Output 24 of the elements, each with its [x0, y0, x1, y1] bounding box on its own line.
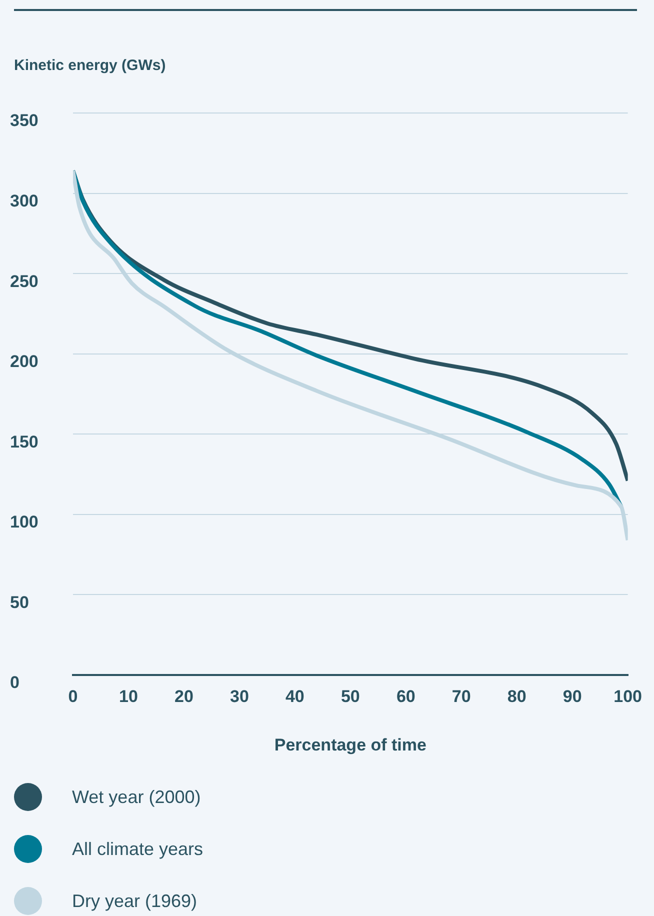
y-tick-label: 100	[10, 512, 38, 532]
y-tick-label: 350	[10, 111, 38, 130]
x-tick-label: 50	[340, 686, 360, 706]
y-axis-title: Kinetic energy (GWs)	[14, 57, 166, 74]
x-tick-label: 100	[614, 686, 642, 706]
x-tick-label: 60	[396, 686, 416, 706]
x-tick-label: 80	[507, 686, 526, 706]
legend-label: Dry year (1969)	[72, 890, 198, 912]
x-tick-label: 0	[68, 686, 78, 706]
y-tick-label: 0	[10, 673, 20, 692]
y-tick-label: 200	[10, 352, 38, 372]
y-tick-label: 150	[10, 432, 38, 452]
y-tick-label: 250	[10, 272, 38, 291]
x-tick-label: 40	[285, 686, 304, 706]
legend-label: All climate years	[72, 838, 204, 860]
y-tick-label: 50	[10, 592, 29, 612]
legend-label: Wet year (2000)	[72, 786, 201, 808]
x-tick-label: 70	[452, 686, 471, 706]
x-tick-label: 20	[174, 686, 194, 706]
x-tick-label: 30	[230, 686, 249, 706]
y-tick-label: 300	[10, 191, 38, 210]
x-tick-label: 10	[119, 686, 138, 706]
x-tick-label: 90	[562, 686, 582, 706]
x-axis-title: Percentage of time	[274, 735, 426, 754]
